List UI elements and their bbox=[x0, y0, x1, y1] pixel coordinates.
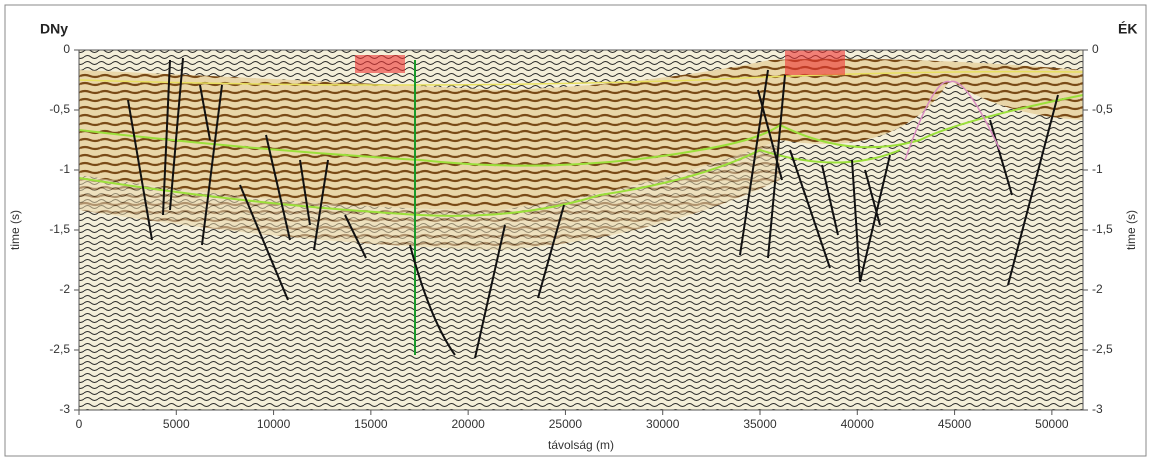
faults bbox=[127, 57, 1059, 359]
y-tick-label-right: -2,5 bbox=[1092, 342, 1113, 356]
horizon bbox=[78, 70, 1084, 86]
horizon bbox=[904, 80, 1001, 161]
y-tick-label: -2 bbox=[59, 282, 70, 296]
y-tick-label: -3 bbox=[59, 402, 70, 416]
x-tick-label: 0 bbox=[76, 417, 83, 431]
x-axis-label: távolság (m) bbox=[548, 438, 614, 452]
x-tick-label: 50000 bbox=[1035, 417, 1069, 431]
y-tick-label: -2,5 bbox=[49, 342, 70, 356]
left-direction-label: DNy bbox=[40, 21, 68, 37]
x-tick-label: 45000 bbox=[938, 417, 972, 431]
x-tick-label: 20000 bbox=[451, 417, 485, 431]
well-annotation bbox=[785, 50, 845, 75]
seismic-section bbox=[78, 49, 1084, 411]
y-tick-label-right: -1,5 bbox=[1092, 222, 1113, 236]
y-axis-label-right: time (s) bbox=[1124, 210, 1138, 250]
y-tick-label-right: -1 bbox=[1092, 162, 1103, 176]
y-axis-label: time (s) bbox=[8, 210, 22, 250]
x-tick-label: 5000 bbox=[163, 417, 190, 431]
x-tick-label: 25000 bbox=[549, 417, 583, 431]
y-tick-label: -1,5 bbox=[49, 222, 70, 236]
x-tick-label: 10000 bbox=[257, 417, 291, 431]
x-tick-label: 40000 bbox=[841, 417, 875, 431]
lower-layers bbox=[79, 140, 780, 250]
x-tick-label: 30000 bbox=[646, 417, 680, 431]
layered-sediments bbox=[79, 58, 1083, 210]
right-direction-label: ÉK bbox=[1118, 21, 1137, 37]
y-tick-label-right: -2 bbox=[1092, 282, 1103, 296]
x-tick-label: 15000 bbox=[354, 417, 388, 431]
horizon bbox=[78, 94, 1084, 167]
y-tick-label-right: -0,5 bbox=[1092, 102, 1113, 116]
well-annotation bbox=[355, 55, 405, 73]
y-tick-label: -0,5 bbox=[49, 102, 70, 116]
y-tick-label: -1 bbox=[59, 162, 70, 176]
x-tick-label: 35000 bbox=[743, 417, 777, 431]
y-tick-label-right: -3 bbox=[1092, 402, 1103, 416]
y-tick-label-right: 0 bbox=[1092, 42, 1099, 56]
y-tick-label: 0 bbox=[63, 42, 70, 56]
